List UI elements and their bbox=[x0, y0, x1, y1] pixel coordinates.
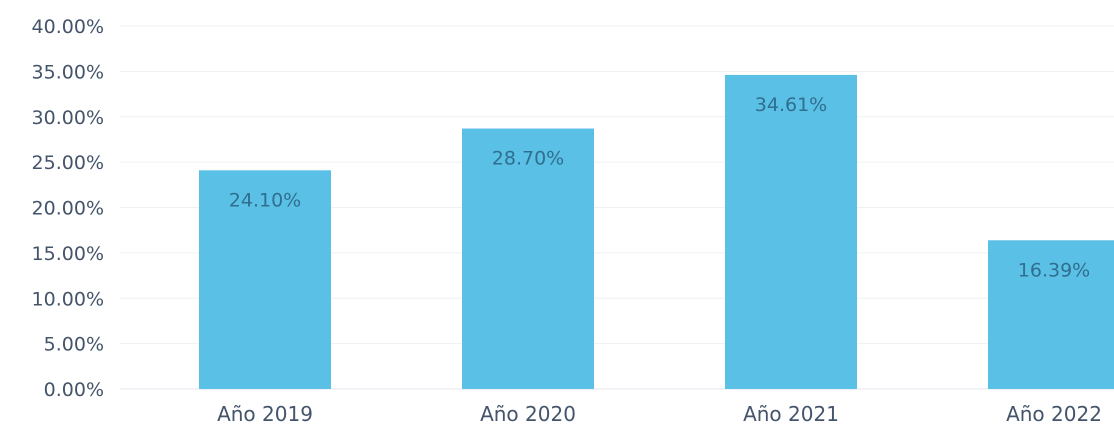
bar-año-2020 bbox=[462, 128, 594, 390]
y-tick-label: 0.00% bbox=[44, 379, 104, 401]
x-tick-label: Año 2020 bbox=[480, 402, 576, 426]
y-tick-label: 15.00% bbox=[32, 243, 104, 265]
x-tick-label: Año 2022 bbox=[1006, 402, 1102, 426]
y-tick-label: 25.00% bbox=[32, 152, 104, 174]
data-label: 24.10% bbox=[229, 189, 301, 211]
data-label: 28.70% bbox=[492, 148, 564, 170]
x-tick-label: Año 2019 bbox=[217, 402, 313, 426]
data-label: 16.39% bbox=[1018, 259, 1090, 281]
y-tick-label: 30.00% bbox=[32, 107, 104, 129]
y-tick-label: 20.00% bbox=[32, 198, 104, 220]
y-tick-label: 10.00% bbox=[32, 288, 104, 310]
data-label: 34.61% bbox=[755, 94, 827, 116]
bar-año-2022 bbox=[988, 240, 1114, 389]
y-tick-label: 40.00% bbox=[32, 16, 104, 38]
x-axis: Año 2019 Año 2020 Año 2021 Año 2022 bbox=[217, 402, 1102, 426]
bar-año-2021 bbox=[725, 74, 857, 390]
y-axis: 0.00% 5.00% 10.00% 15.00% 20.00% 25.00% 30.00%… bbox=[32, 16, 104, 401]
bars bbox=[199, 74, 1114, 390]
bar-año-2019 bbox=[199, 170, 331, 389]
data-labels: 24.10% 28.70% 34.61% 16.39% bbox=[229, 94, 1090, 281]
x-tick-label: Año 2021 bbox=[743, 402, 839, 426]
y-tick-label: 35.00% bbox=[32, 61, 104, 83]
y-tick-label: 5.00% bbox=[44, 334, 104, 356]
